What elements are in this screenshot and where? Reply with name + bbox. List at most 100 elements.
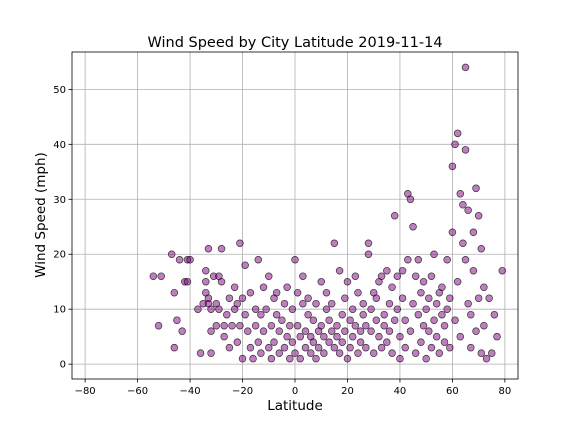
data-point [233,338,242,346]
data-point [167,250,176,258]
data-point [477,244,486,253]
data-point [183,277,192,286]
data-point [411,272,420,280]
data-point [367,327,375,335]
data-point [388,283,396,291]
data-point [356,338,365,346]
x-tick-label: −60 [127,386,148,397]
data-point [288,305,297,313]
data-point [173,316,181,324]
data-point [446,343,454,352]
y-tick-label: 30 [53,195,66,206]
data-point [393,272,402,280]
data-point [480,283,488,291]
data-point [272,288,281,297]
data-point [225,294,234,302]
data-point [356,327,365,335]
data-point [453,129,462,138]
data-point [149,272,158,280]
data-point [257,310,265,319]
data-point [293,321,302,330]
data-point [409,299,417,308]
data-point [299,272,307,280]
data-point [246,343,255,352]
data-point [354,349,362,357]
data-point [270,338,278,346]
data-point [425,327,433,335]
data-point [427,343,436,352]
data-point [448,162,457,171]
data-point [396,354,404,363]
data-point [482,354,491,363]
data-point [354,288,362,297]
data-point [202,277,210,286]
data-point [435,349,444,357]
data-point [432,332,441,341]
data-point [223,310,231,319]
data-point [362,321,370,330]
data-point [212,321,221,330]
data-point [259,327,268,335]
data-point [154,321,163,330]
x-tick-label: −40 [180,386,201,397]
data-point [309,316,318,324]
data-point [301,327,310,335]
data-point [467,343,475,352]
data-point [296,354,304,363]
data-point [257,349,265,357]
data-point [202,266,210,275]
data-point [246,288,255,297]
data-point [440,338,449,346]
data-point [451,316,459,324]
data-point [383,338,391,346]
data-point [217,277,226,286]
data-point [461,63,470,72]
data-point [178,327,186,335]
data-point [401,316,409,324]
data-point [309,338,318,346]
data-point [364,239,373,248]
data-point [432,299,441,308]
data-point [170,288,179,297]
data-point [409,223,417,231]
data-point [422,305,430,313]
data-point [459,239,467,248]
data-point [244,327,252,335]
data-point [254,338,263,346]
data-point [493,332,501,341]
data-point [346,343,354,352]
data-point [438,283,446,291]
data-point [388,349,396,357]
data-point [383,266,391,275]
data-point [464,206,472,215]
data-point [283,283,291,291]
data-point [291,349,299,357]
data-point [207,327,215,335]
y-tick-label: 50 [53,85,66,96]
data-point [204,244,213,253]
data-point [254,255,263,264]
data-point [238,294,247,302]
data-point [425,294,433,302]
chart-title: Wind Speed by City Latitude 2019-11-14 [147,35,442,51]
data-point [275,349,284,357]
data-point [348,305,357,313]
data-point [448,228,457,237]
data-point [422,354,430,363]
data-point [351,272,360,280]
data-point [398,294,407,302]
data-point [343,354,352,363]
data-point [427,272,436,280]
data-point [459,201,467,209]
data-point [341,327,349,335]
data-point [414,255,423,264]
data-point [348,332,357,341]
data-point [390,212,399,220]
y-axis-ticks: 0 10 20 30 40 50 [53,85,72,371]
y-axis-label: Wind Speed (mph) [33,152,49,278]
data-point [220,321,228,330]
data-point [194,305,202,313]
data-point [317,321,325,330]
data-point [157,272,165,280]
